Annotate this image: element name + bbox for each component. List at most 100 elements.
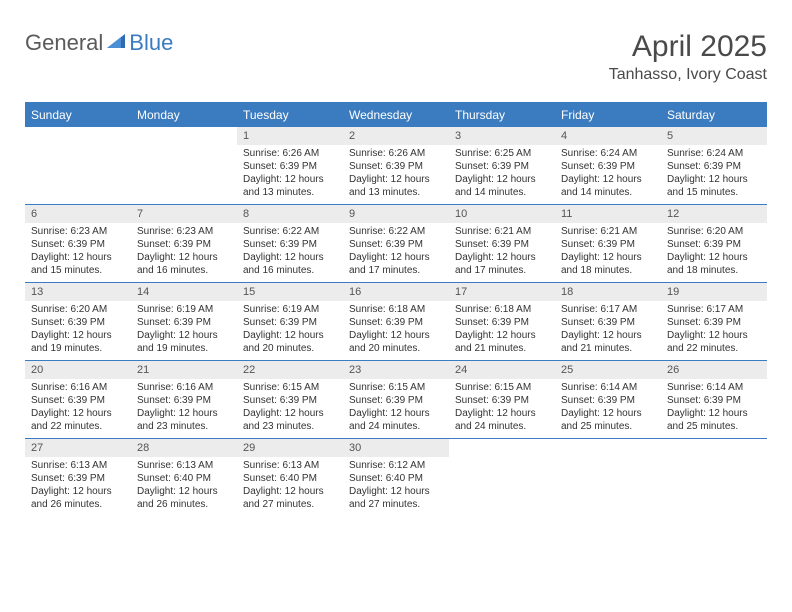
sunrise-line: Sunrise: 6:14 AM	[561, 381, 655, 394]
day-body: Sunrise: 6:16 AMSunset: 6:39 PMDaylight:…	[131, 379, 237, 437]
calendar-row: 1Sunrise: 6:26 AMSunset: 6:39 PMDaylight…	[25, 127, 767, 205]
calendar-cell: 20Sunrise: 6:16 AMSunset: 6:39 PMDayligh…	[25, 361, 131, 439]
day-number: 28	[131, 439, 237, 457]
daylight-line: Daylight: 12 hours and 21 minutes.	[561, 329, 655, 355]
daylight-line: Daylight: 12 hours and 25 minutes.	[561, 407, 655, 433]
sunset-line: Sunset: 6:39 PM	[137, 394, 231, 407]
day-body: Sunrise: 6:21 AMSunset: 6:39 PMDaylight:…	[555, 223, 661, 281]
day-body: Sunrise: 6:13 AMSunset: 6:40 PMDaylight:…	[237, 457, 343, 515]
daylight-line: Daylight: 12 hours and 19 minutes.	[137, 329, 231, 355]
day-body: Sunrise: 6:15 AMSunset: 6:39 PMDaylight:…	[343, 379, 449, 437]
sunrise-line: Sunrise: 6:22 AM	[349, 225, 443, 238]
daylight-line: Daylight: 12 hours and 22 minutes.	[667, 329, 761, 355]
daylight-line: Daylight: 12 hours and 13 minutes.	[243, 173, 337, 199]
day-number: 29	[237, 439, 343, 457]
sunset-line: Sunset: 6:39 PM	[667, 394, 761, 407]
sunset-line: Sunset: 6:39 PM	[667, 316, 761, 329]
calendar-row: 27Sunrise: 6:13 AMSunset: 6:39 PMDayligh…	[25, 439, 767, 517]
sunset-line: Sunset: 6:39 PM	[349, 238, 443, 251]
day-body: Sunrise: 6:24 AMSunset: 6:39 PMDaylight:…	[661, 145, 767, 203]
daylight-line: Daylight: 12 hours and 17 minutes.	[349, 251, 443, 277]
day-body: Sunrise: 6:12 AMSunset: 6:40 PMDaylight:…	[343, 457, 449, 515]
sunrise-line: Sunrise: 6:13 AM	[243, 459, 337, 472]
daylight-line: Daylight: 12 hours and 27 minutes.	[243, 485, 337, 511]
sunrise-line: Sunrise: 6:23 AM	[31, 225, 125, 238]
sunrise-line: Sunrise: 6:15 AM	[455, 381, 549, 394]
sunrise-line: Sunrise: 6:13 AM	[31, 459, 125, 472]
sunset-line: Sunset: 6:39 PM	[243, 238, 337, 251]
day-number: 17	[449, 283, 555, 301]
day-number: 9	[343, 205, 449, 223]
location-label: Tanhasso, Ivory Coast	[609, 66, 767, 84]
weekday-header: Wednesday	[343, 103, 449, 127]
sunset-line: Sunset: 6:39 PM	[31, 472, 125, 485]
sunrise-line: Sunrise: 6:21 AM	[455, 225, 549, 238]
sunrise-line: Sunrise: 6:17 AM	[561, 303, 655, 316]
daylight-line: Daylight: 12 hours and 18 minutes.	[667, 251, 761, 277]
day-body: Sunrise: 6:13 AMSunset: 6:39 PMDaylight:…	[25, 457, 131, 515]
day-number	[131, 127, 237, 145]
calendar-cell: 19Sunrise: 6:17 AMSunset: 6:39 PMDayligh…	[661, 283, 767, 361]
calendar-cell: 27Sunrise: 6:13 AMSunset: 6:39 PMDayligh…	[25, 439, 131, 517]
sunrise-line: Sunrise: 6:24 AM	[667, 147, 761, 160]
daylight-line: Daylight: 12 hours and 13 minutes.	[349, 173, 443, 199]
calendar-cell: 12Sunrise: 6:20 AMSunset: 6:39 PMDayligh…	[661, 205, 767, 283]
daylight-line: Daylight: 12 hours and 18 minutes.	[561, 251, 655, 277]
sunset-line: Sunset: 6:39 PM	[455, 316, 549, 329]
sunset-line: Sunset: 6:40 PM	[137, 472, 231, 485]
calendar-cell: 25Sunrise: 6:14 AMSunset: 6:39 PMDayligh…	[555, 361, 661, 439]
sunset-line: Sunset: 6:39 PM	[243, 316, 337, 329]
sunrise-line: Sunrise: 6:23 AM	[137, 225, 231, 238]
day-number: 16	[343, 283, 449, 301]
daylight-line: Daylight: 12 hours and 19 minutes.	[31, 329, 125, 355]
calendar-cell: 28Sunrise: 6:13 AMSunset: 6:40 PMDayligh…	[131, 439, 237, 517]
day-body: Sunrise: 6:18 AMSunset: 6:39 PMDaylight:…	[449, 301, 555, 359]
daylight-line: Daylight: 12 hours and 21 minutes.	[455, 329, 549, 355]
day-number: 30	[343, 439, 449, 457]
calendar-cell: 26Sunrise: 6:14 AMSunset: 6:39 PMDayligh…	[661, 361, 767, 439]
calendar-cell: 2Sunrise: 6:26 AMSunset: 6:39 PMDaylight…	[343, 127, 449, 205]
sunrise-line: Sunrise: 6:18 AM	[455, 303, 549, 316]
sunrise-line: Sunrise: 6:15 AM	[243, 381, 337, 394]
sunrise-line: Sunrise: 6:15 AM	[349, 381, 443, 394]
day-number: 2	[343, 127, 449, 145]
calendar-cell: 7Sunrise: 6:23 AMSunset: 6:39 PMDaylight…	[131, 205, 237, 283]
day-body: Sunrise: 6:25 AMSunset: 6:39 PMDaylight:…	[449, 145, 555, 203]
day-number	[661, 439, 767, 457]
calendar-cell: 10Sunrise: 6:21 AMSunset: 6:39 PMDayligh…	[449, 205, 555, 283]
day-number: 10	[449, 205, 555, 223]
day-number: 20	[25, 361, 131, 379]
sunset-line: Sunset: 6:39 PM	[243, 394, 337, 407]
calendar-cell: 1Sunrise: 6:26 AMSunset: 6:39 PMDaylight…	[237, 127, 343, 205]
calendar-cell: 6Sunrise: 6:23 AMSunset: 6:39 PMDaylight…	[25, 205, 131, 283]
daylight-line: Daylight: 12 hours and 20 minutes.	[243, 329, 337, 355]
day-body: Sunrise: 6:20 AMSunset: 6:39 PMDaylight:…	[661, 223, 767, 281]
weekday-header: Sunday	[25, 103, 131, 127]
day-body: Sunrise: 6:19 AMSunset: 6:39 PMDaylight:…	[237, 301, 343, 359]
weekday-header-row: SundayMondayTuesdayWednesdayThursdayFrid…	[25, 103, 767, 127]
weekday-header: Thursday	[449, 103, 555, 127]
day-body: Sunrise: 6:19 AMSunset: 6:39 PMDaylight:…	[131, 301, 237, 359]
day-number: 3	[449, 127, 555, 145]
sunset-line: Sunset: 6:39 PM	[455, 160, 549, 173]
calendar-cell: 18Sunrise: 6:17 AMSunset: 6:39 PMDayligh…	[555, 283, 661, 361]
calendar-cell: 16Sunrise: 6:18 AMSunset: 6:39 PMDayligh…	[343, 283, 449, 361]
sunset-line: Sunset: 6:39 PM	[243, 160, 337, 173]
day-number: 11	[555, 205, 661, 223]
sunrise-line: Sunrise: 6:25 AM	[455, 147, 549, 160]
sunset-line: Sunset: 6:39 PM	[667, 238, 761, 251]
calendar-cell: 4Sunrise: 6:24 AMSunset: 6:39 PMDaylight…	[555, 127, 661, 205]
sunset-line: Sunset: 6:39 PM	[349, 394, 443, 407]
logo-text-general: General	[25, 30, 103, 56]
day-body: Sunrise: 6:18 AMSunset: 6:39 PMDaylight:…	[343, 301, 449, 359]
sunset-line: Sunset: 6:39 PM	[31, 316, 125, 329]
calendar-cell: 14Sunrise: 6:19 AMSunset: 6:39 PMDayligh…	[131, 283, 237, 361]
title-block: April 2025 Tanhasso, Ivory Coast	[609, 30, 767, 84]
daylight-line: Daylight: 12 hours and 14 minutes.	[561, 173, 655, 199]
day-number: 8	[237, 205, 343, 223]
day-body: Sunrise: 6:15 AMSunset: 6:39 PMDaylight:…	[449, 379, 555, 437]
sunrise-line: Sunrise: 6:13 AM	[137, 459, 231, 472]
logo: General Blue	[25, 30, 173, 56]
daylight-line: Daylight: 12 hours and 20 minutes.	[349, 329, 443, 355]
calendar-cell: 23Sunrise: 6:15 AMSunset: 6:39 PMDayligh…	[343, 361, 449, 439]
